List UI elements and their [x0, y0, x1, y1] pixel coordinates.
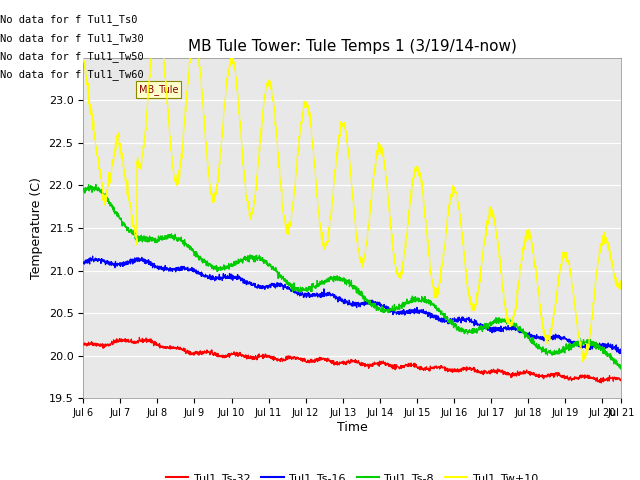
Text: No data for f Tul1_Ts0: No data for f Tul1_Ts0	[0, 14, 138, 25]
X-axis label: Time: Time	[337, 421, 367, 434]
Text: No data for f Tul1_Tw60: No data for f Tul1_Tw60	[0, 69, 144, 80]
Text: MB_Tule: MB_Tule	[139, 84, 179, 95]
Title: MB Tule Tower: Tule Temps 1 (3/19/14-now): MB Tule Tower: Tule Temps 1 (3/19/14-now…	[188, 39, 516, 54]
Text: No data for f Tul1_Tw30: No data for f Tul1_Tw30	[0, 33, 144, 44]
Text: No data for f Tul1_Tw50: No data for f Tul1_Tw50	[0, 51, 144, 62]
Legend: Tul1_Ts-32, Tul1_Ts-16, Tul1_Ts-8, Tul1_Tw+10: Tul1_Ts-32, Tul1_Ts-16, Tul1_Ts-8, Tul1_…	[161, 468, 543, 480]
Y-axis label: Temperature (C): Temperature (C)	[30, 177, 43, 279]
